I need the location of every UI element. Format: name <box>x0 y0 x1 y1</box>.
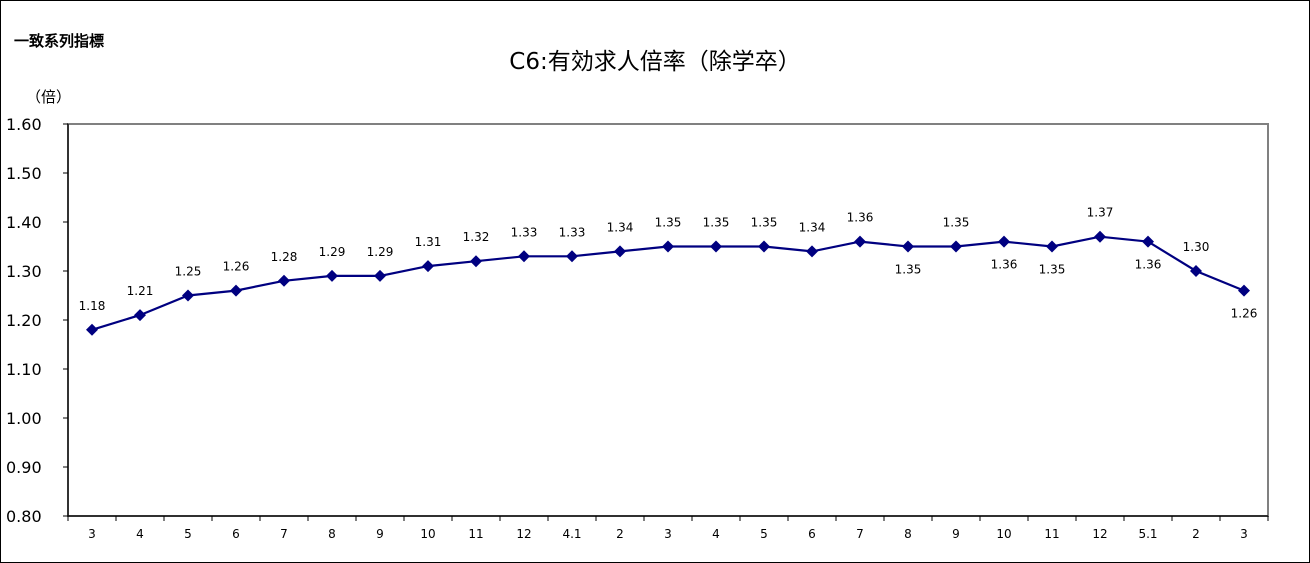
y-tick-label: 1.20 <box>6 311 42 330</box>
data-point-marker <box>422 260 434 273</box>
data-label: 1.36 <box>991 258 1018 272</box>
data-point-marker <box>134 309 146 322</box>
data-label: 1.30 <box>1183 240 1210 254</box>
y-tick-label: 1.10 <box>6 360 42 379</box>
data-point-marker <box>614 245 626 258</box>
y-tick-label: 1.00 <box>6 409 42 428</box>
x-tick-label: 4.1 <box>562 527 581 541</box>
x-tick-label: 12 <box>1092 527 1107 541</box>
data-label: 1.31 <box>415 235 442 249</box>
data-label: 1.32 <box>463 230 490 244</box>
y-tick-label: 0.80 <box>6 507 42 526</box>
data-label: 1.18 <box>79 299 106 313</box>
data-point-marker <box>566 250 578 263</box>
data-label: 1.36 <box>847 211 874 225</box>
data-label: 1.35 <box>895 263 922 277</box>
x-tick-label: 9 <box>376 527 384 541</box>
data-point-marker <box>86 323 98 336</box>
data-point-marker <box>854 235 866 248</box>
data-point-marker <box>710 240 722 253</box>
data-label: 1.25 <box>175 265 202 279</box>
x-tick-label: 4 <box>136 527 144 541</box>
x-tick-label: 7 <box>856 527 864 541</box>
data-label: 1.26 <box>223 260 250 274</box>
plot-border <box>67 123 1269 517</box>
x-tick-label: 6 <box>232 527 240 541</box>
data-label: 1.35 <box>943 216 970 230</box>
x-tick-label: 11 <box>1044 527 1059 541</box>
data-point-marker <box>470 255 482 268</box>
chart-title: C6:有効求人倍率（除学卒） <box>509 49 801 75</box>
data-point-marker <box>950 240 962 253</box>
x-tick-label: 6 <box>808 527 816 541</box>
data-point-marker <box>1238 284 1250 297</box>
data-label: 1.35 <box>655 216 682 230</box>
y-tick-label: 1.40 <box>6 213 42 232</box>
data-label: 1.33 <box>559 225 586 239</box>
x-tick-label: 8 <box>328 527 336 541</box>
data-label: 1.36 <box>1135 258 1162 272</box>
data-label: 1.35 <box>751 216 778 230</box>
x-tick-label: 12 <box>516 527 531 541</box>
series: 1.18 1.21 1.25 1.26 1.28 1.29 1.29 1.31 1.32 1.33… <box>79 206 1258 336</box>
x-tick-label: 8 <box>904 527 912 541</box>
plot-area <box>67 123 1269 517</box>
data-point-marker <box>1046 240 1058 253</box>
x-tick-label: 3 <box>1240 527 1248 541</box>
x-tick-label: 11 <box>468 527 483 541</box>
data-label: 1.35 <box>703 216 730 230</box>
data-point-marker <box>998 235 1010 248</box>
data-point-marker <box>1190 265 1202 277</box>
x-tick-label: 10 <box>996 527 1011 541</box>
y-tick-label: 1.60 <box>6 115 42 134</box>
y-axis: 0.80 0.90 1.00 1.10 1.20 1.30 1.40 1.50 1.60 <box>6 115 69 526</box>
indicator-category-label: 一致系列指標 <box>14 32 105 50</box>
data-point-marker <box>230 284 242 297</box>
x-tick-label: 2 <box>1192 527 1200 541</box>
x-tick-label: 3 <box>88 527 96 541</box>
data-label: 1.29 <box>319 245 346 259</box>
x-tick-label: 3 <box>664 527 672 541</box>
data-point-marker <box>1094 230 1106 243</box>
data-label: 1.28 <box>271 250 298 264</box>
y-tick-label: 0.90 <box>6 458 42 477</box>
data-point-marker <box>374 269 386 282</box>
data-point-marker <box>806 245 818 258</box>
x-tick-label: 9 <box>952 527 960 541</box>
x-tick-label: 4 <box>712 527 720 541</box>
x-tick-label: 5 <box>760 527 768 541</box>
data-label: 1.33 <box>511 225 538 239</box>
data-label: 1.35 <box>1039 263 1066 277</box>
x-tick-label: 5.1 <box>1138 527 1157 541</box>
data-point-marker <box>758 240 770 253</box>
data-point-marker <box>1142 235 1154 248</box>
data-label: 1.34 <box>607 220 634 234</box>
y-axis-unit-label: （倍） <box>26 88 72 106</box>
x-tick-label: 7 <box>280 527 288 541</box>
data-label: 1.34 <box>799 220 826 234</box>
data-point-marker <box>662 240 674 253</box>
data-point-marker <box>518 250 530 263</box>
x-tick-label: 5 <box>184 527 192 541</box>
data-label: 1.21 <box>127 284 154 298</box>
data-label: 1.37 <box>1087 206 1114 220</box>
data-point-marker <box>326 269 338 282</box>
data-point-marker <box>902 240 914 253</box>
data-point-marker <box>278 274 290 287</box>
data-point-marker <box>182 289 194 302</box>
data-label: 1.26 <box>1231 307 1258 321</box>
y-tick-label: 1.30 <box>6 262 42 281</box>
y-tick-label: 1.50 <box>6 164 42 183</box>
x-axis: 3 4 5 6 7 8 9 10 11 12 4.1 2 3 4 5 6 7 8 9 10 11 12 5.1 2 3 <box>67 515 1269 541</box>
x-tick-label: 10 <box>420 527 435 541</box>
data-label: 1.29 <box>367 245 394 259</box>
x-tick-label: 2 <box>616 527 624 541</box>
